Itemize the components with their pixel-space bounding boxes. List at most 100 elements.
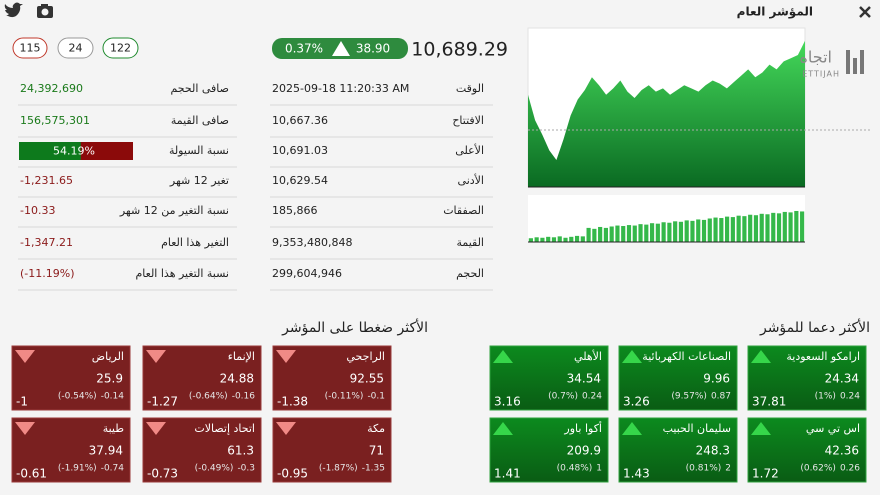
logo-arabic: اتجاه: [800, 48, 832, 67]
stock-change: -0.3: [237, 464, 255, 474]
camera-icon[interactable]: [37, 4, 53, 18]
stock-card: ارامكو السعودية 24.34 0.24 (1%) 37.81: [747, 345, 867, 411]
stock-name: سليمان الحبيب: [663, 422, 731, 435]
detail-label: الوقت: [456, 82, 484, 95]
up-arrow: [493, 422, 513, 435]
stock-name: الصناعات الكهربائية: [642, 350, 731, 363]
down-arrow: [15, 422, 35, 435]
stat-value: -10.33: [20, 204, 55, 217]
stock-card: اتحاد إتصالات 61.3 -0.3(-0.49%) -0.73: [142, 417, 262, 483]
card-bg: [489, 345, 609, 411]
stock-card: أكوا باور 209.9 1(0.48%) 1.41: [489, 417, 609, 483]
stock-change-pct: (-1.87%): [319, 464, 358, 474]
volume-bar: [701, 219, 707, 242]
stock-name: طيبة: [103, 422, 125, 435]
volume-bar: [765, 214, 770, 242]
stock-change: -1.35: [362, 464, 385, 474]
volume-bar: [690, 220, 695, 242]
stock-impact: 3.16: [494, 395, 521, 409]
losers-title: الأكثر ضغطا على المؤشر: [281, 318, 428, 336]
stat-value: -1,347.21: [20, 236, 73, 249]
detail-value: 299,604,946: [272, 267, 342, 280]
volume-bar: [563, 237, 568, 242]
volume-bar: [725, 216, 730, 242]
detail-value: 2025-09-18 11:20:33 AM: [272, 82, 409, 95]
stock-name: ارامكو السعودية: [786, 350, 860, 363]
change-pct: 0.37%: [285, 42, 323, 56]
stock-card: مكة 71 -1.35 (-1.87%) -0.95: [272, 417, 392, 483]
stock-impact: -1.38: [277, 395, 308, 409]
volume-bar: [661, 222, 666, 242]
volume-bar: [753, 215, 759, 242]
logo-latin: ETTIJAH: [802, 70, 840, 79]
stat-label: تغير 12 شهر: [169, 174, 229, 187]
stock-price: 248.3: [696, 444, 730, 458]
down-arrow: [276, 350, 296, 363]
stock-price: 24.88: [220, 372, 254, 386]
card-bg: [618, 345, 738, 411]
title: المؤشر العام: [737, 5, 813, 20]
stock-change-pct: (-0.49%): [195, 464, 234, 474]
stock-impact: -0.73: [147, 467, 178, 481]
liquidity-bar: [19, 142, 81, 160]
detail-value: 185,866: [272, 204, 318, 217]
stock-name: الإنماء: [228, 350, 255, 363]
stock-card: سليمان الحبيب 248.3 2(0.81%) 1.43: [618, 417, 738, 483]
card-bg: [489, 417, 609, 483]
volume-bar: [638, 224, 643, 242]
gainers-title: الأكثر دعما للمؤشر: [759, 318, 870, 336]
stock-price: 24.34: [825, 372, 859, 386]
volume-bar: [748, 214, 753, 242]
stat-label: التغير هذا العام: [161, 236, 229, 249]
stock-change-pct: (-0.11%): [325, 392, 364, 402]
up-arrow: [493, 350, 513, 363]
down-arrow: [276, 422, 296, 435]
unchanged-count: 24: [69, 42, 83, 55]
stock-impact: 1.43: [623, 467, 650, 481]
stock-name: الرياض: [92, 350, 124, 363]
stock-change-pct: (0.62%): [800, 464, 836, 474]
detail-label: الصفقات: [443, 204, 484, 217]
volume-bar: [673, 221, 678, 242]
twitter-icon[interactable]: [4, 2, 23, 18]
stock-name: اتحاد إتصالات: [194, 422, 255, 435]
volume-bar: [598, 226, 603, 242]
index-value: 10,689.29: [411, 39, 508, 61]
logo: اتجاه ETTIJAH: [800, 48, 864, 79]
volume-bar: [742, 216, 747, 242]
detail-label: الأدنى: [458, 173, 484, 187]
stock-change: 2: [725, 464, 731, 474]
price-area: [528, 40, 805, 187]
volume-frame: [528, 195, 805, 242]
volume-bar: [794, 210, 799, 242]
stock-price: 92.55: [350, 372, 384, 386]
close-button[interactable]: [859, 6, 871, 18]
volume-bar: [626, 225, 632, 242]
detail-label: الأعلى: [455, 143, 484, 157]
stock-name: الأهلي: [574, 349, 602, 363]
stat-label: نسبة التغير من 12 شهر: [119, 204, 229, 217]
up-arrow: [751, 422, 771, 435]
volume-bar: [574, 235, 580, 242]
volume-bar: [782, 211, 787, 242]
stock-name: مكة: [367, 422, 385, 435]
volume-bar: [528, 238, 533, 242]
up-badge: [102, 37, 139, 59]
stat-label: نسبة التغير هذا العام: [135, 267, 229, 280]
volume-bar: [615, 225, 620, 242]
volume-bar: [684, 220, 689, 242]
stock-change: -0.1: [367, 392, 385, 402]
stock-change-pct: (-1.91%): [58, 464, 97, 474]
stock-price: 61.3: [227, 444, 254, 458]
stat-value: (-11.19%): [20, 267, 75, 280]
stock-change-pct: (0.48%): [557, 464, 593, 474]
stat-value: 24,392,690: [20, 82, 83, 95]
stock-change-pct: (0.7%): [548, 392, 578, 402]
stat-value: 156,575,301: [20, 114, 90, 127]
stat-label: صافى الحجم: [170, 82, 229, 95]
card-bg: [142, 345, 262, 411]
volume-bar: [713, 217, 718, 242]
stock-price: 37.94: [89, 444, 123, 458]
stock-change: 1: [596, 464, 602, 474]
stock-price: 209.9: [567, 444, 601, 458]
